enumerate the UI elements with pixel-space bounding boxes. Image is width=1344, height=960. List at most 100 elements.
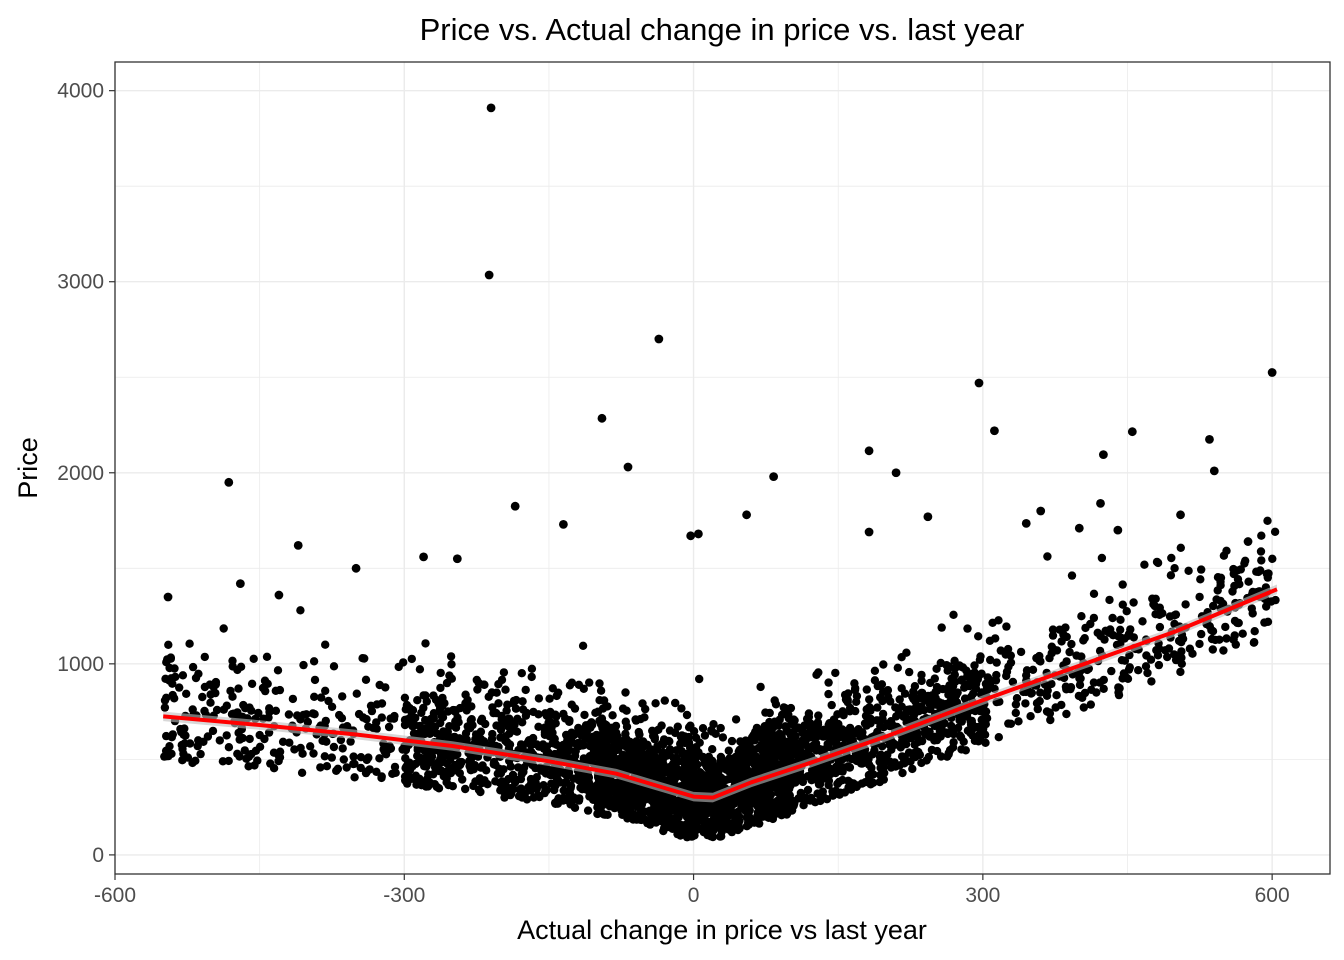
scatter-point: [711, 729, 720, 738]
scatter-point: [461, 784, 470, 794]
scatter-point: [1116, 615, 1125, 624]
scatter-point: [757, 807, 766, 816]
scatter-point: [457, 757, 466, 767]
scatter-point: [908, 764, 917, 774]
scatter-point: [671, 698, 680, 708]
scatter-point: [777, 710, 787, 719]
scatter-point: [1196, 575, 1205, 584]
scatter-point: [628, 791, 637, 800]
scatter-point: [565, 745, 574, 755]
scatter-point: [309, 657, 319, 666]
scatter-point: [168, 679, 177, 688]
scatter-point: [940, 719, 949, 728]
scatter-point: [737, 748, 747, 757]
scatter-point: [755, 819, 764, 828]
scatter-point: [789, 736, 798, 745]
scatter-point: [170, 664, 179, 673]
scatter-point: [518, 697, 527, 706]
scatter-point: [938, 684, 948, 694]
scatter-point: [567, 700, 576, 709]
scatter-point: [1250, 638, 1259, 647]
scatter-point: [870, 666, 880, 675]
scatter-point: [436, 668, 445, 678]
scatter-point: [1043, 552, 1052, 561]
x-tick-label: 600: [1255, 884, 1290, 907]
scatter-point: [884, 692, 893, 701]
scatter-point: [671, 813, 681, 822]
scatter-point: [503, 738, 512, 747]
outlier-point: [974, 378, 984, 388]
scatter-point: [1067, 639, 1076, 649]
scatter-point: [1195, 639, 1204, 649]
scatter-point: [1057, 637, 1066, 646]
outlier-point: [484, 270, 494, 280]
outlier-point: [923, 512, 933, 522]
outlier-point: [274, 590, 284, 600]
scatter-point: [895, 761, 904, 770]
scatter-point: [1270, 527, 1280, 536]
scatter-point: [477, 714, 487, 723]
scatter-point: [1177, 647, 1186, 656]
scatter-point: [1181, 600, 1190, 609]
outlier-point: [686, 531, 696, 541]
scatter-point: [358, 654, 367, 663]
scatter-point: [596, 792, 605, 801]
outlier-point: [1098, 450, 1108, 460]
x-axis: -600 -300 0 300 600: [94, 874, 1290, 907]
scatter-point: [1067, 571, 1077, 580]
scatter-point: [1014, 717, 1023, 726]
scatter-point: [321, 640, 330, 649]
scatter-point: [1118, 580, 1127, 589]
scatter-point: [879, 660, 888, 669]
scatter-point: [228, 656, 237, 665]
scatter-point: [421, 729, 430, 738]
scatter-point: [288, 694, 298, 704]
scatter-point: [400, 772, 410, 781]
scatter-point: [375, 754, 384, 763]
scatter-point: [838, 755, 847, 764]
scatter-point: [578, 641, 588, 650]
scatter-point: [788, 774, 797, 783]
scatter-point: [883, 686, 893, 695]
scatter-point: [1236, 565, 1246, 574]
scatter-point: [585, 779, 594, 788]
scatter-point: [1152, 646, 1161, 655]
scatter-point: [1170, 564, 1179, 573]
outlier-point: [351, 563, 361, 573]
scatter-point: [1229, 564, 1238, 574]
scatter-point: [875, 752, 885, 762]
scatter-point: [981, 720, 990, 729]
scatter-point: [950, 656, 959, 665]
scatter-point: [478, 761, 487, 770]
outlier-point: [742, 510, 752, 520]
scatter-point: [476, 787, 485, 797]
scatter-point: [885, 757, 895, 766]
scatter-point: [517, 669, 526, 678]
scatter-point: [963, 624, 972, 633]
scatter-point: [803, 785, 813, 795]
scatter-point: [164, 640, 173, 649]
scatter-point: [354, 709, 364, 719]
scatter-point: [831, 668, 840, 678]
scatter-point: [923, 691, 933, 701]
scatter-point: [1211, 635, 1220, 645]
outlier-point: [864, 527, 874, 537]
scatter-point: [756, 791, 766, 801]
scatter-point: [200, 652, 209, 662]
scatter-point: [527, 672, 536, 682]
scatter-point: [878, 696, 887, 706]
scatter-point: [831, 786, 841, 796]
outlier-point: [1021, 519, 1031, 528]
scatter-point: [496, 733, 505, 742]
scatter-point: [529, 793, 538, 802]
scatter-point: [198, 692, 207, 702]
scatter-point: [411, 713, 420, 723]
scatter-point: [834, 766, 843, 776]
scatter-point: [708, 756, 717, 765]
scatter-point: [605, 794, 615, 804]
smooth-line: [163, 587, 1278, 800]
scatter-point: [891, 703, 900, 712]
scatter-point: [626, 764, 636, 774]
scatter-point: [1195, 592, 1204, 602]
